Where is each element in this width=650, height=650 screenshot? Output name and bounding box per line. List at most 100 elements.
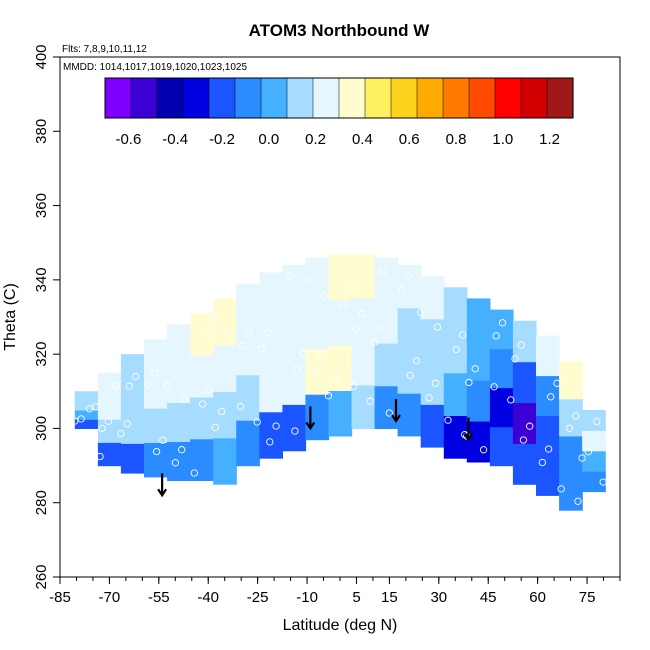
observation-point <box>433 323 442 331</box>
observation-point <box>572 412 580 420</box>
colorbar-tick-label: 0.4 <box>352 131 373 148</box>
observation-point <box>178 446 186 454</box>
observation-point <box>349 382 358 391</box>
field-cell <box>120 443 145 474</box>
observation-point <box>479 446 488 454</box>
field-cell <box>190 313 214 356</box>
field-cell <box>489 387 514 428</box>
observation-point <box>557 485 565 493</box>
observation-point <box>444 416 452 424</box>
x-tick-label: 5 <box>352 589 360 606</box>
field-cell <box>120 413 145 444</box>
observation-point <box>238 342 247 350</box>
observation-point <box>245 326 253 335</box>
x-tick-label: -55 <box>148 589 170 606</box>
field-cell <box>120 354 145 385</box>
x-tick-label: 15 <box>381 589 398 606</box>
field-cell <box>259 318 283 366</box>
field-cell <box>328 390 353 437</box>
tropopause-arrow <box>305 406 316 431</box>
field-cell <box>97 372 122 397</box>
observation-point <box>565 424 574 432</box>
field-cell <box>236 420 260 467</box>
field-cell <box>536 415 560 456</box>
observation-point <box>331 376 339 384</box>
colorbar-tick-label: 1.2 <box>539 131 560 148</box>
field-cell <box>559 398 583 437</box>
observation-point <box>526 422 534 430</box>
colorbar-swatch <box>416 77 444 119</box>
observation-point <box>163 382 171 390</box>
colorbar-swatch <box>312 77 340 119</box>
observation-point <box>293 365 301 373</box>
colorbar-tick-label: 1.0 <box>492 131 513 148</box>
field-cell <box>374 300 399 344</box>
field-cell <box>397 307 422 351</box>
observation-point <box>312 368 320 376</box>
field-cell <box>351 384 376 429</box>
colorbar-swatch <box>208 77 236 119</box>
observation-point <box>291 427 299 435</box>
observation-point <box>211 423 219 432</box>
colorbar-swatch <box>546 77 574 119</box>
x-tick-label: 30 <box>430 589 447 606</box>
field-cell <box>351 253 376 299</box>
observation-point <box>144 380 152 389</box>
colorbar-swatch <box>390 77 418 119</box>
field-cell <box>466 339 491 381</box>
observation-point <box>425 394 433 402</box>
field-cell <box>74 409 99 420</box>
observation-point <box>113 382 121 390</box>
field-cell <box>97 395 122 420</box>
observation-point <box>236 402 245 411</box>
field-cell <box>374 343 399 387</box>
colorbar-swatch <box>468 77 496 119</box>
observation-point <box>431 379 440 387</box>
observation-points <box>71 267 607 505</box>
field-cell <box>190 438 214 481</box>
y-axis-label: Theta (C) <box>2 283 19 351</box>
x-tick-label: -40 <box>197 589 219 606</box>
x-tick-label: -10 <box>296 589 318 606</box>
field-cell <box>489 309 514 350</box>
field-cell <box>512 402 537 444</box>
field-cell <box>213 298 237 346</box>
colorbar-swatch <box>234 77 262 119</box>
observation-point <box>272 422 280 430</box>
field-cell <box>374 385 399 429</box>
field-cell <box>489 426 514 467</box>
field-cell <box>351 341 376 386</box>
field-cell <box>559 361 583 400</box>
field-cell <box>167 402 191 442</box>
field-cell <box>397 393 422 437</box>
field-cell <box>144 408 168 443</box>
field-cell <box>443 330 468 374</box>
colorbar-tick-label: 0.6 <box>399 131 420 148</box>
observation-point <box>324 392 333 400</box>
field-cell <box>74 400 99 411</box>
colorbar-tick-label: 0.8 <box>446 131 467 148</box>
field-cell <box>213 344 237 392</box>
field-cell <box>420 318 445 363</box>
observation-point <box>217 407 226 416</box>
field-cell <box>282 311 307 359</box>
observation-point <box>159 436 167 444</box>
x-axis: -85 -70 -55 -40 -25 -10 5 15 30 45 60 75 <box>49 576 621 606</box>
field-cell <box>97 419 122 443</box>
observation-point <box>406 371 414 380</box>
field-cell <box>144 373 168 409</box>
x-tick-label: -70 <box>99 589 121 606</box>
flights-note: Flts: 7,8,9,10,11,12 <box>62 44 147 55</box>
field-cell <box>167 363 191 403</box>
field-cell <box>420 404 445 448</box>
w-field <box>74 253 606 511</box>
field-cell <box>282 357 307 405</box>
y-tick-label: 260 <box>33 564 50 589</box>
field-cell <box>397 265 422 309</box>
field-cell <box>190 396 214 440</box>
observation-point <box>264 329 272 337</box>
field-cell <box>167 324 191 364</box>
observation-point <box>320 292 328 300</box>
observation-point <box>77 415 85 423</box>
